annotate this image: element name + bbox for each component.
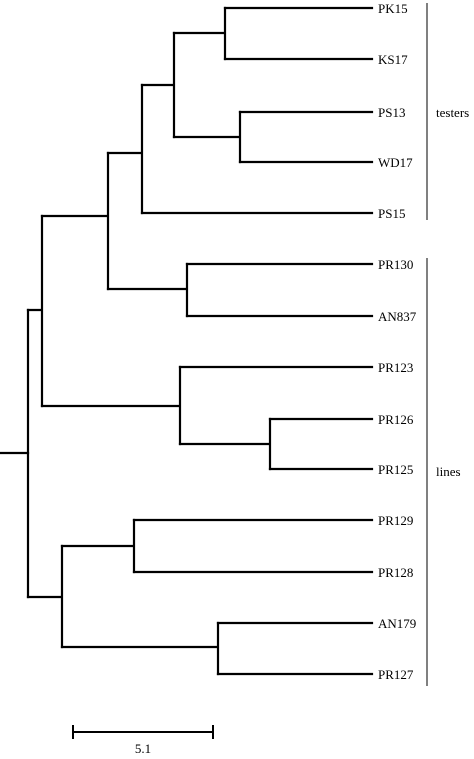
leaf-label-pr127: PR127 — [378, 667, 414, 682]
leaf-labels: PK15 KS17 PS13 WD17 PS15 PR130 AN837 PR1… — [378, 1, 417, 682]
branch-pr129-pr128 — [60, 518, 136, 574]
leaf-label-ks17: KS17 — [378, 52, 408, 67]
dendrogram-branches — [0, 6, 374, 676]
group-label-testers: testers — [436, 105, 469, 120]
leaf-label-pr130: PR130 — [378, 257, 413, 272]
scale-bar-line — [72, 725, 214, 739]
leaf-label-pr129: PR129 — [378, 513, 413, 528]
branch-pr126-pr125 — [178, 417, 272, 471]
group-testers: testers — [426, 3, 469, 220]
leaf-label-pr123: PR123 — [378, 360, 413, 375]
group-lines: lines — [426, 258, 461, 686]
leaf-label-ps15: PS15 — [378, 206, 405, 221]
leaf-label-ps13: PS13 — [378, 105, 405, 120]
branch-pr123-group — [40, 365, 182, 446]
leaf-label-pr126: PR126 — [378, 412, 414, 427]
branch-upper-clade — [26, 214, 44, 408]
leaf-label-wd17: WD17 — [378, 155, 413, 170]
branch-an179-pr127 — [60, 621, 220, 676]
scale-bar-label: 5.1 — [135, 741, 151, 756]
branch-ps13-wd17 — [172, 110, 242, 164]
group-label-lines: lines — [436, 464, 461, 479]
leaf-label-pr125: PR125 — [378, 462, 413, 477]
branch-pk-ks-ps-wd — [140, 31, 176, 139]
branch-testers — [106, 83, 144, 215]
scale-bar: 5.1 — [72, 725, 214, 756]
leaf-label-pr128: PR128 — [378, 565, 413, 580]
leaf-label-pk15: PK15 — [378, 1, 408, 16]
branch-testers-plus-pr130 — [40, 151, 110, 291]
branch-pk15-ks17 — [172, 6, 227, 61]
branch-pr130-an837 — [106, 262, 189, 318]
leaf-label-an837: AN837 — [378, 309, 417, 324]
leaf-label-an179: AN179 — [378, 616, 416, 631]
branch-lower-clade — [26, 544, 64, 649]
